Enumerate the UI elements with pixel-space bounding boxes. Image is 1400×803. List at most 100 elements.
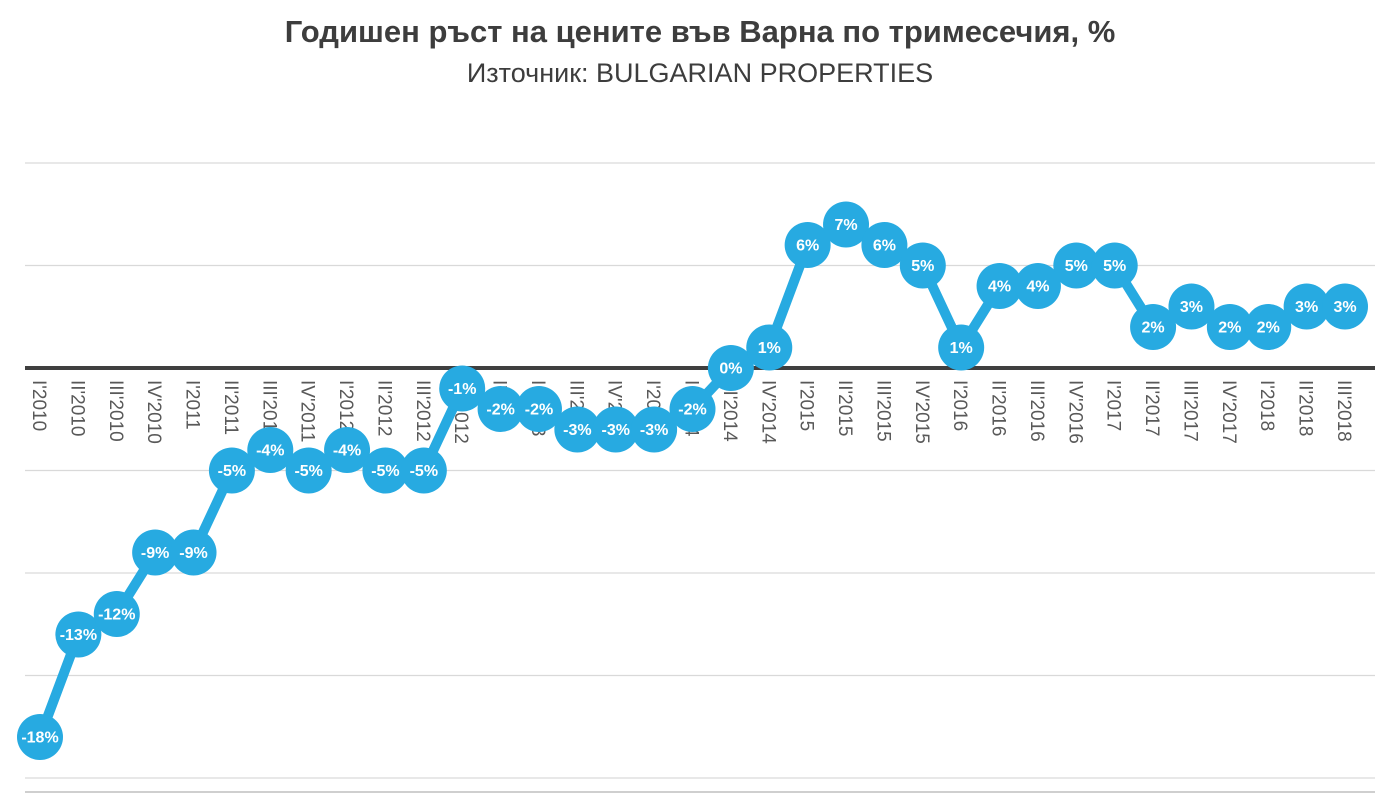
data-point-label: 0% <box>719 361 742 378</box>
data-point-label: 3% <box>1180 299 1203 316</box>
data-point-marker <box>707 345 754 391</box>
data-point-label: 4% <box>1026 279 1049 296</box>
data-point-marker <box>132 529 179 576</box>
x-axis-tick-label: II'2017 <box>1141 380 1162 436</box>
data-point-label: -4% <box>256 443 284 460</box>
data-point-label: -13% <box>60 627 97 644</box>
data-point-label: -18% <box>21 730 58 747</box>
x-axis-tick-label: IV'2010 <box>143 380 164 444</box>
data-point-marker <box>976 263 1023 309</box>
data-point-marker <box>669 386 716 432</box>
data-point-marker <box>515 386 562 432</box>
data-point-label: -3% <box>640 422 668 439</box>
x-axis-tick-label: I'2018 <box>1256 380 1277 431</box>
x-axis-tick-label: I'2015 <box>796 380 817 431</box>
data-point-marker <box>208 447 255 494</box>
x-axis-tick-label: I'2010 <box>28 380 49 431</box>
data-point-marker <box>823 201 870 248</box>
data-point-label: -2% <box>486 402 514 419</box>
data-point-label: 6% <box>796 238 819 255</box>
data-point-label: 5% <box>911 258 934 275</box>
data-point-marker <box>1245 304 1292 350</box>
x-axis-tick-label: III'2011 <box>258 380 279 440</box>
data-point-marker <box>1014 263 1061 309</box>
data-point-marker <box>861 222 908 268</box>
data-point-marker <box>592 406 639 453</box>
data-point-marker <box>1053 242 1100 289</box>
data-point-marker <box>784 222 831 268</box>
data-point-label: -12% <box>98 607 135 624</box>
data-point-label: 4% <box>988 279 1011 296</box>
data-point-label: 1% <box>950 340 973 357</box>
data-point-label: -9% <box>179 545 207 562</box>
x-axis-tick-label: III'2014 <box>719 380 740 442</box>
data-point-marker <box>1130 304 1177 350</box>
data-point-label: 2% <box>1218 320 1241 337</box>
data-point-marker <box>746 324 793 371</box>
x-axis-tick-label: I'2016 <box>949 380 970 431</box>
data-point-label: 6% <box>873 238 896 255</box>
data-point-label: -1% <box>448 381 476 398</box>
data-point-marker <box>938 324 985 371</box>
data-point-marker <box>362 447 409 494</box>
x-axis-tick-label: II'2011 <box>220 380 241 435</box>
data-point-label: 3% <box>1295 299 1318 316</box>
data-point-label: -3% <box>602 422 630 439</box>
x-axis-tick-label: II'2015 <box>834 380 855 436</box>
data-point-marker <box>17 714 63 760</box>
data-point-marker <box>631 406 678 453</box>
data-point-marker <box>93 591 140 637</box>
x-axis-tick-label: I'2011 <box>182 380 203 430</box>
x-axis-tick-label: II'2012 <box>373 380 394 436</box>
x-axis-tick-label: II'2016 <box>988 380 1009 436</box>
data-point-marker <box>1322 283 1368 330</box>
x-axis-tick-label: III'2010 <box>105 380 126 442</box>
data-point-label: -5% <box>410 463 438 480</box>
data-point-label: -2% <box>525 402 553 419</box>
x-axis-tick-label: IV'2014 <box>757 380 778 444</box>
x-axis-tick-label: IV'2015 <box>911 380 932 444</box>
data-labels: -18%-13%-12%-9% -9%-5%-4%-5%-4%-5% -5%-1%-… <box>21 217 1356 747</box>
x-axis-tick-label: I'2012 <box>335 380 356 431</box>
x-axis-tick-label: IV'2017 <box>1218 380 1239 444</box>
data-point-label: -5% <box>294 463 322 480</box>
x-axis-tick-label: III'2017 <box>1179 380 1200 442</box>
x-axis-tick-label: II'2010 <box>66 380 87 436</box>
data-point-marker <box>170 529 217 576</box>
data-point-label: -2% <box>678 402 706 419</box>
data-point-marker <box>324 427 371 473</box>
data-point-marker <box>554 406 601 453</box>
data-point-label: 2% <box>1142 320 1165 337</box>
data-point-label: -3% <box>563 422 591 439</box>
data-points <box>17 201 1368 760</box>
data-point-label: 3% <box>1333 299 1356 316</box>
data-point-marker <box>899 242 946 289</box>
data-point-marker <box>1091 242 1138 289</box>
data-point-marker <box>1283 283 1330 330</box>
x-axis-tick-label: III'2018 <box>1333 380 1354 442</box>
data-point-marker <box>247 427 294 473</box>
x-axis-tick-label: III'2016 <box>1026 380 1047 442</box>
x-axis-tick-label: III'2012 <box>412 380 433 442</box>
data-point-marker <box>439 365 486 412</box>
data-point-label: -5% <box>371 463 399 480</box>
data-point-marker <box>55 611 102 658</box>
data-point-label: -4% <box>333 443 361 460</box>
data-point-marker <box>1168 283 1215 330</box>
data-point-label: 1% <box>758 340 781 357</box>
x-axis-tick-label: II'2018 <box>1295 380 1316 436</box>
x-axis-tick-label: IV'2016 <box>1064 380 1085 444</box>
data-point-label: 7% <box>834 217 857 234</box>
x-axis-tick-label: IV'2011 <box>297 380 318 442</box>
data-point-label: -9% <box>141 545 169 562</box>
data-point-label: -5% <box>218 463 246 480</box>
data-point-label: 5% <box>1065 258 1088 275</box>
data-point-marker <box>477 386 524 432</box>
data-point-label: 5% <box>1103 258 1126 275</box>
x-axis-tick-label: I'2017 <box>1103 380 1124 431</box>
data-point-marker <box>400 447 447 494</box>
data-point-label: 2% <box>1257 320 1280 337</box>
x-axis-tick-label: III'2015 <box>872 380 893 442</box>
